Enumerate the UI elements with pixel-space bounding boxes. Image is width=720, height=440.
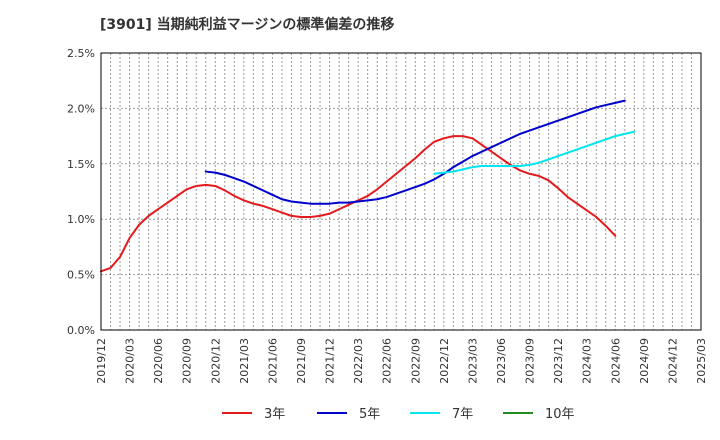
series-line (204, 99, 626, 205)
y-tick-label: 1.5% (67, 158, 95, 171)
x-tick-label: 2021/03 (238, 338, 251, 384)
y-tick-label: 0.5% (67, 269, 95, 282)
x-axis: 2019/12 2020/03 2020/06 2020/09 2020/12 2021/… (95, 338, 708, 384)
x-tick-label: 2020/12 (209, 338, 222, 384)
x-tick-label: 2020/03 (124, 338, 137, 384)
x-tick-label: 2022/09 (409, 338, 422, 384)
x-tick-label: 2023/03 (466, 338, 479, 384)
x-tick-label: 2023/06 (495, 338, 508, 384)
plot-frame (100, 52, 702, 331)
series-line (100, 135, 617, 273)
x-tick-label: 2025/03 (695, 338, 708, 384)
y-axis: 0.0% 0.5% 1.0% 1.5% 2.0% 2.5% (67, 47, 95, 337)
x-tick-label: 2021/09 (295, 338, 308, 384)
x-tick-label: 2022/12 (438, 338, 451, 384)
legend-label: 3年 (264, 407, 285, 422)
series-line (433, 130, 636, 175)
x-tick-label: 2020/09 (181, 338, 194, 384)
x-tick-label: 2022/06 (381, 338, 394, 384)
x-tick-label: 2024/09 (638, 338, 651, 384)
x-tick-label: 2021/06 (266, 338, 279, 384)
x-tick-label: 2020/06 (152, 338, 165, 384)
legend-label: 7年 (452, 407, 473, 422)
x-tick-label: 2024/03 (581, 338, 594, 384)
y-tick-label: 0.0% (67, 324, 95, 337)
series-lines (100, 99, 636, 273)
x-tick-label: 2019/12 (95, 338, 108, 384)
y-tick-label: 2.0% (67, 102, 95, 115)
x-tick-label: 2022/03 (352, 338, 365, 384)
x-tick-label: 2024/06 (609, 338, 622, 384)
legend-label: 5年 (359, 407, 380, 422)
x-tick-label: 2023/12 (552, 338, 565, 384)
x-tick-label: 2021/12 (324, 338, 337, 384)
x-tick-label: 2023/09 (524, 338, 537, 384)
chart-title: [3901] 当期純利益マージンの標準偏差の推移 (100, 17, 395, 33)
legend-label: 10年 (545, 407, 575, 422)
legend: 3年 5年 7年 10年 (222, 407, 575, 422)
y-tick-label: 2.5% (67, 47, 95, 60)
y-tick-label: 1.0% (67, 213, 95, 226)
x-tick-label: 2024/12 (666, 338, 679, 384)
